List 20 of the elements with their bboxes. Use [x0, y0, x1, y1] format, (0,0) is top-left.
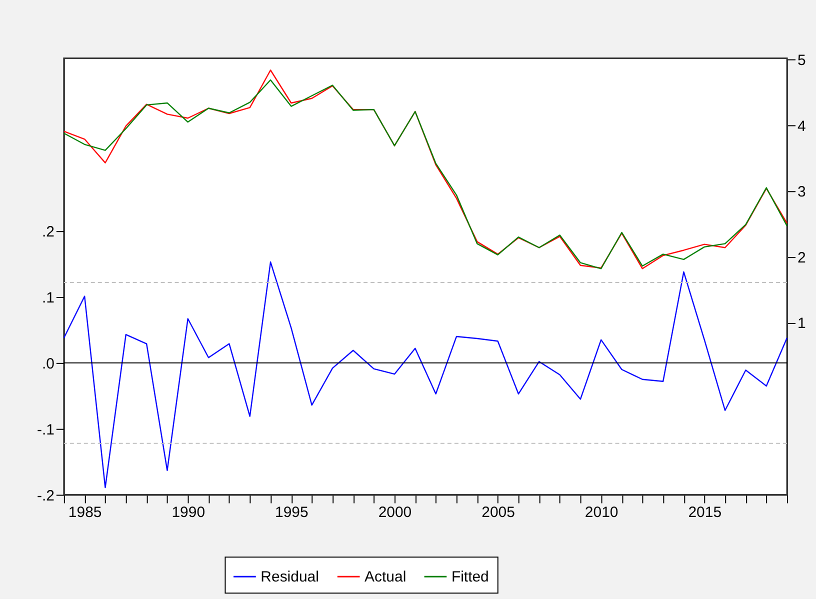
- x-tick-label: 2010: [584, 504, 618, 522]
- y-tick-label: .2: [42, 224, 54, 241]
- y-tick-label: .0: [42, 355, 54, 372]
- x-tick-label: 2015: [688, 504, 722, 522]
- y2-tick-label: 4: [798, 118, 806, 135]
- legend-label: Fitted: [451, 568, 489, 586]
- y2-tick-label: 5: [798, 52, 806, 70]
- x-tick-label: 2000: [378, 504, 412, 522]
- y2-tick-label: 2: [798, 249, 806, 266]
- legend-label: Residual: [260, 568, 319, 586]
- y-tick-label: .1: [42, 289, 54, 306]
- x-tick-label: 1995: [275, 504, 308, 522]
- y-tick-label: -.1: [36, 421, 54, 438]
- x-tick-label: 2005: [482, 504, 515, 522]
- x-tick-label: 1990: [172, 504, 206, 522]
- y-tick-label: -.2: [36, 487, 54, 504]
- x-tick-label: 1985: [68, 504, 102, 522]
- legend-label: Actual: [364, 568, 406, 586]
- y2-tick-label: 3: [798, 184, 806, 201]
- y2-tick-label: 1: [798, 315, 806, 332]
